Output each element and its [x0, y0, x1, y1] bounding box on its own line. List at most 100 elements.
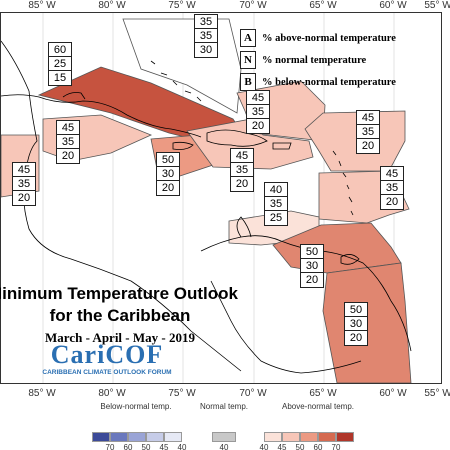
below-normal-value: 20 [305, 274, 319, 286]
prob-box-leeward: 45 35 20 [356, 110, 380, 154]
colorbar-swatch-below-4 [164, 432, 182, 442]
normal-value: 35 [57, 135, 79, 149]
colorbar-swatch-above-1 [282, 432, 300, 442]
lon-label: 65° W [309, 0, 337, 11]
colorbar-swatch-normal-0 [212, 432, 236, 442]
prob-box-abc-islands: 40 35 25 [264, 182, 288, 226]
lon-label: 75° W [168, 388, 196, 399]
below-normal-value: 20 [161, 182, 175, 194]
key-text: % below-normal temperature [262, 76, 396, 88]
normal-value: 35 [357, 125, 379, 139]
colorbar-tick: 40 [219, 443, 229, 450]
colorbar-tick: 45 [159, 443, 169, 450]
title-block: Minimum Temperature Outlook for the Cari… [0, 284, 240, 346]
lon-label: 70° W [239, 0, 267, 11]
map-title: Minimum Temperature Outlook [0, 284, 238, 303]
above-normal-value: 45 [231, 149, 253, 163]
above-normal-value: 60 [49, 43, 71, 57]
lon-label: 80° W [98, 388, 126, 399]
normal-value: 35 [381, 181, 403, 195]
prob-box-cayman-jamaica: 45 35 20 [56, 120, 80, 164]
lon-label: 55° W [424, 0, 450, 11]
above-normal-value: 50 [301, 245, 323, 259]
map-title-subline: for the Caribbean [49, 306, 191, 325]
forecast-period: March - April - May - 2019 [45, 330, 195, 345]
above-normal-value: 45 [357, 111, 379, 125]
above-normal-value: 40 [265, 183, 287, 197]
lon-label: 65° W [309, 388, 337, 399]
colorbar-swatch-below-1 [110, 432, 128, 442]
above-normal-value: 35 [195, 15, 217, 29]
colorbar-swatch-below-3 [146, 432, 164, 442]
lon-label: 55° W [424, 388, 450, 399]
prob-box-cuba: 60 25 15 [48, 42, 72, 86]
logo-subtitle: CARIBBEAN CLIMATE OUTLOOK FORUM [42, 369, 172, 376]
caricof-logo: CariCOF CARIBBEAN CLIMATE OUTLOOK FORUM [32, 342, 182, 378]
region-leeward [304, 110, 406, 172]
colorbar-swatch-above-4 [336, 432, 354, 442]
colorbar-tick: 50 [295, 443, 305, 450]
colorbar-above-label: Above-normal temp. [281, 402, 355, 411]
normal-value: 30 [157, 167, 179, 181]
normal-value: 35 [247, 105, 269, 119]
prob-box-bahamas: 35 35 30 [194, 14, 218, 58]
above-normal-value: 50 [345, 303, 367, 317]
below-normal-value: 25 [269, 212, 283, 224]
colorbar-tick: 60 [123, 443, 133, 450]
lon-label: 75° W [168, 0, 196, 11]
colorbar-normal-label: Normal temp. [199, 402, 249, 411]
key-letter: B [240, 73, 256, 91]
normal-value: 35 [195, 29, 217, 43]
lon-label: 70° W [239, 388, 267, 399]
key-letter: N [240, 51, 256, 69]
lon-label: 85° W [28, 0, 56, 11]
below-normal-value: 20 [361, 140, 375, 152]
below-normal-value: 20 [349, 332, 363, 344]
above-normal-value: 45 [247, 91, 269, 105]
key-text: % above-normal temperature [262, 32, 396, 44]
probability-colorbar: Below-normal temp. Normal temp. Above-no… [0, 402, 450, 450]
below-normal-value: 20 [61, 150, 75, 162]
normal-value: 25 [49, 57, 71, 71]
colorbar-below-label: Below-normal temp. [100, 402, 172, 411]
key-letter: A [240, 29, 256, 47]
above-normal-value: 45 [381, 167, 403, 181]
below-normal-value: 20 [17, 192, 31, 204]
colorbar-tick: 50 [141, 443, 151, 450]
prob-box-windward: 45 35 20 [380, 166, 404, 210]
above-normal-value: 50 [157, 153, 179, 167]
key-row-below: B % below-normal temperature [240, 72, 396, 92]
colorbar-tick: 60 [313, 443, 323, 450]
prob-box-turks-caicos: 45 35 20 [246, 90, 270, 134]
prob-box-hispaniola: 45 35 20 [230, 148, 254, 192]
colorbar-tick: 40 [259, 443, 269, 450]
below-normal-value: 15 [53, 72, 67, 84]
lon-label: 80° W [98, 0, 126, 11]
normal-value: 30 [345, 317, 367, 331]
normal-value: 35 [231, 163, 253, 177]
colorbar-swatch-below-0 [92, 432, 110, 442]
normal-value: 30 [301, 259, 323, 273]
colorbar-swatch-above-3 [318, 432, 336, 442]
below-normal-value: 20 [235, 178, 249, 190]
colorbar-tick: 40 [177, 443, 187, 450]
colorbar-tick: 45 [277, 443, 287, 450]
normal-value: 35 [13, 177, 35, 191]
prob-box-belize: 45 35 20 [12, 162, 36, 206]
prob-box-trinidad: 50 30 20 [300, 244, 324, 288]
prob-box-jamaica-south: 50 30 20 [156, 152, 180, 196]
above-normal-value: 45 [13, 163, 35, 177]
key-text: % normal temperature [262, 54, 367, 66]
prob-box-guianas: 50 30 20 [344, 302, 368, 346]
key-row-above: A % above-normal temperature [240, 28, 396, 48]
coastlines [1, 40, 412, 374]
logo-wordmark: CariCOF [50, 340, 164, 369]
colorbar-tick: 70 [331, 443, 341, 450]
key-row-normal: N % normal temperature [240, 50, 396, 70]
lon-label: 60° W [379, 0, 407, 11]
lon-label: 85° W [28, 388, 56, 399]
below-normal-value: 30 [199, 44, 213, 56]
colorbar-swatch-above-0 [264, 432, 282, 442]
colorbar-tick: 70 [105, 443, 115, 450]
